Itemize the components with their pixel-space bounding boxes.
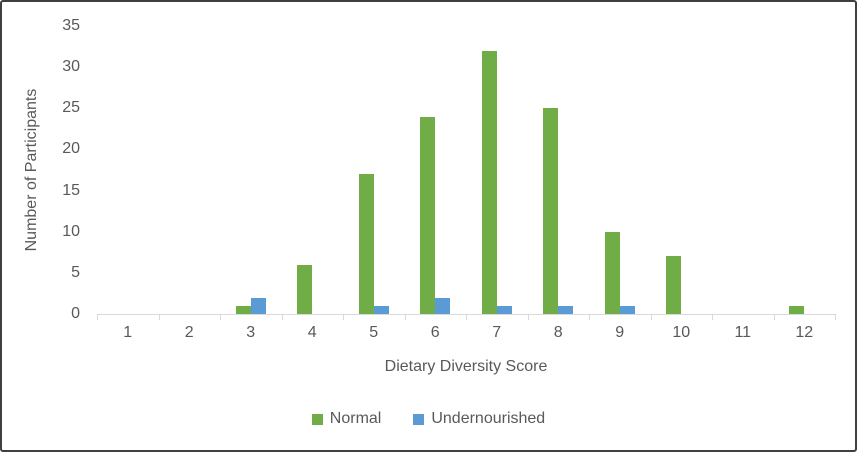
x-tick-label-2: 2 <box>184 324 194 341</box>
bar-undernourished-score-8 <box>558 305 574 314</box>
legend-swatch-icon <box>413 413 425 425</box>
x-tick-label-6: 6 <box>430 324 440 341</box>
bar-normal-score-9 <box>604 231 620 314</box>
bar-group-score-9 <box>589 26 651 314</box>
x-axis-line <box>97 314 836 315</box>
legend-label: Normal <box>329 410 382 427</box>
bar-normal-score-4 <box>297 264 313 314</box>
x-axis-tick-mark <box>281 315 283 320</box>
x-axis-title: Dietary Diversity Score <box>384 358 548 375</box>
bar-group-score-5 <box>343 26 405 314</box>
x-axis-tick-labels: 1 2 3 4 5 6 7 8 9 10 11 12 <box>97 324 835 342</box>
x-tick-label-4: 4 <box>307 324 317 341</box>
legend-item-undernourished: Undernourished <box>413 410 545 428</box>
x-axis-tick-mark <box>343 315 344 320</box>
y-tick-label-25: 25 <box>62 99 80 117</box>
x-axis-tick-mark <box>773 315 775 320</box>
y-axis-tick-labels: 0 5 10 15 20 25 30 35 <box>38 17 80 322</box>
bar-normal-score-12 <box>789 305 805 314</box>
legend: Normal Undernourished <box>2 410 855 428</box>
bar-undernourished-score-5 <box>373 305 389 314</box>
bar-normal-score-10 <box>666 256 682 314</box>
y-tick-label-10: 10 <box>62 222 80 240</box>
x-axis-tick-mark <box>97 315 98 320</box>
bar-undernourished-score-6 <box>435 297 451 314</box>
legend-label: Undernourished <box>431 410 546 427</box>
x-axis-tick-mark <box>650 315 652 320</box>
x-axis-tick-mark <box>527 315 529 320</box>
bar-group-score-12 <box>774 26 836 314</box>
bar-normal-score-5 <box>358 174 374 314</box>
x-tick-label-8: 8 <box>553 324 563 341</box>
x-tick-label-3: 3 <box>246 324 256 341</box>
plot-area <box>97 26 835 314</box>
bar-normal-score-8 <box>543 108 559 314</box>
bar-group-score-3 <box>220 26 282 314</box>
bar-group-score-6 <box>405 26 467 314</box>
bar-group-score-8 <box>528 26 590 314</box>
x-tick-label-11: 11 <box>734 324 752 341</box>
bar-group-score-2 <box>159 26 221 314</box>
bar-normal-score-3 <box>235 305 251 314</box>
x-axis-tick-mark <box>589 315 590 320</box>
bar-group-score-10 <box>651 26 713 314</box>
bar-undernourished-score-7 <box>496 305 512 314</box>
y-tick-label-20: 20 <box>62 140 80 158</box>
x-axis-tick-mark <box>835 315 836 320</box>
bar-group-score-1 <box>97 26 159 314</box>
bar-normal-score-6 <box>420 116 436 314</box>
x-tick-label-5: 5 <box>369 324 379 341</box>
x-axis-tick-mark <box>404 315 406 320</box>
x-tick-label-1: 1 <box>123 324 133 341</box>
x-axis-tick-mark <box>158 315 160 320</box>
x-tick-label-10: 10 <box>672 324 691 341</box>
y-tick-label-30: 30 <box>62 58 80 76</box>
x-tick-label-9: 9 <box>615 324 625 341</box>
y-tick-label-0: 0 <box>71 305 80 322</box>
legend-swatch-icon <box>311 413 323 425</box>
x-tick-label-7: 7 <box>492 324 502 341</box>
bar-undernourished-score-9 <box>619 305 635 314</box>
x-axis-tick-mark <box>466 315 467 320</box>
y-tick-label-35: 35 <box>62 17 80 34</box>
bar-undernourished-score-3 <box>250 297 266 314</box>
bar-group-score-4 <box>282 26 344 314</box>
x-tick-label-12: 12 <box>795 324 814 341</box>
bar-group-score-11 <box>712 26 774 314</box>
x-axis-tick-mark <box>712 315 713 320</box>
bar-group-score-7 <box>466 26 528 314</box>
y-tick-label-5: 5 <box>71 263 80 281</box>
legend-item-normal: Normal <box>311 410 382 428</box>
bar-row <box>97 26 835 314</box>
x-axis-tick-mark <box>220 315 221 320</box>
y-tick-label-15: 15 <box>62 181 80 199</box>
bar-normal-score-7 <box>481 50 497 314</box>
